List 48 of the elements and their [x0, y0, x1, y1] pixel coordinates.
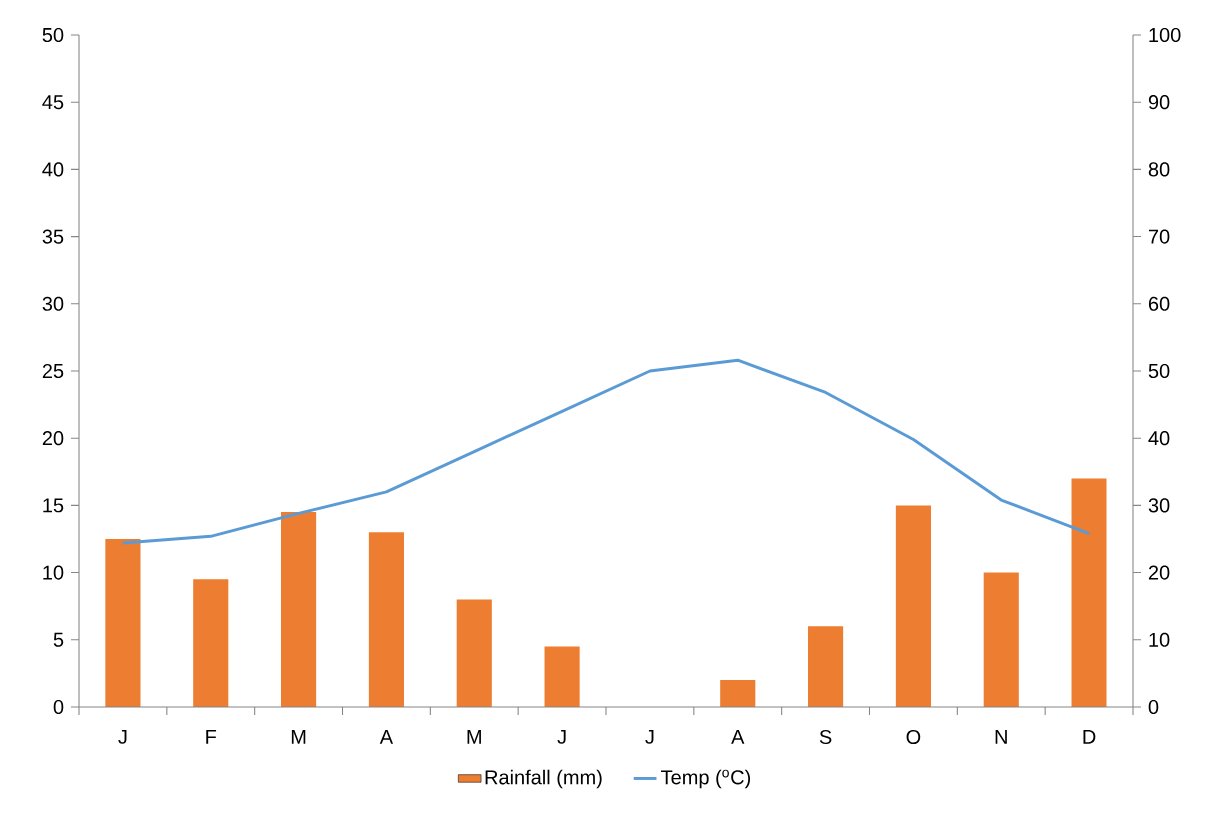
bar [193, 579, 229, 707]
legend-label: Rainfall (mm) [485, 769, 602, 789]
y2-tick-label: 40 [1148, 431, 1170, 446]
y-tick-label: 20 [42, 431, 64, 446]
bar [544, 646, 580, 707]
y-tick-label: 5 [53, 632, 64, 647]
x-tick-label: A [379, 729, 394, 744]
x-tick-label: F [206, 729, 217, 744]
y2-tick-label: 60 [1148, 296, 1170, 311]
y2-tick-label: 20 [1148, 565, 1170, 580]
y-tick-label: 45 [42, 95, 64, 110]
y-tick-label: 25 [42, 363, 64, 379]
x-tick-label: J [118, 729, 127, 744]
bar [983, 572, 1019, 707]
y2-tick-label: 10 [1149, 632, 1170, 647]
x-tick-label: J [557, 729, 566, 744]
y-tick-label: 50 [42, 27, 64, 43]
y-tick-label: 15 [43, 498, 64, 513]
x-tick-label: A [731, 729, 745, 744]
y-tick-label: 30 [42, 296, 64, 311]
y-tick-label: 35 [42, 229, 64, 244]
legend-label: Temp ($^{o}$C) [661, 769, 751, 789]
bar [281, 512, 317, 707]
y2-tick-label: 90 [1148, 95, 1170, 110]
bar [720, 680, 756, 707]
y-tick-label: 0 [53, 699, 64, 715]
x-tick-label: N [995, 729, 1007, 744]
bar [895, 505, 931, 707]
x-tick-label: D [1083, 729, 1096, 744]
y2-tick-label: 70 [1148, 229, 1170, 244]
bar [1071, 478, 1107, 707]
y2-tick-label: 100 [1149, 27, 1181, 43]
x-tick-label: J [645, 729, 654, 744]
y2-tick-label: 30 [1148, 498, 1170, 513]
x-tick-label: M [291, 729, 306, 744]
y-tick-label: 10 [43, 565, 64, 580]
x-tick-label: O [906, 729, 921, 745]
bar [808, 626, 844, 707]
x-tick-label: M [467, 729, 481, 744]
y2-tick-label: 80 [1148, 162, 1170, 177]
y2-tick-label: 0 [1148, 699, 1159, 715]
bar [456, 599, 492, 707]
bar [105, 538, 141, 707]
y2-tick-label: 50 [1148, 363, 1170, 379]
y-tick-label: 40 [42, 162, 64, 177]
line-series [121, 358, 1091, 545]
bar [368, 532, 404, 707]
x-tick-label: S [819, 729, 832, 745]
